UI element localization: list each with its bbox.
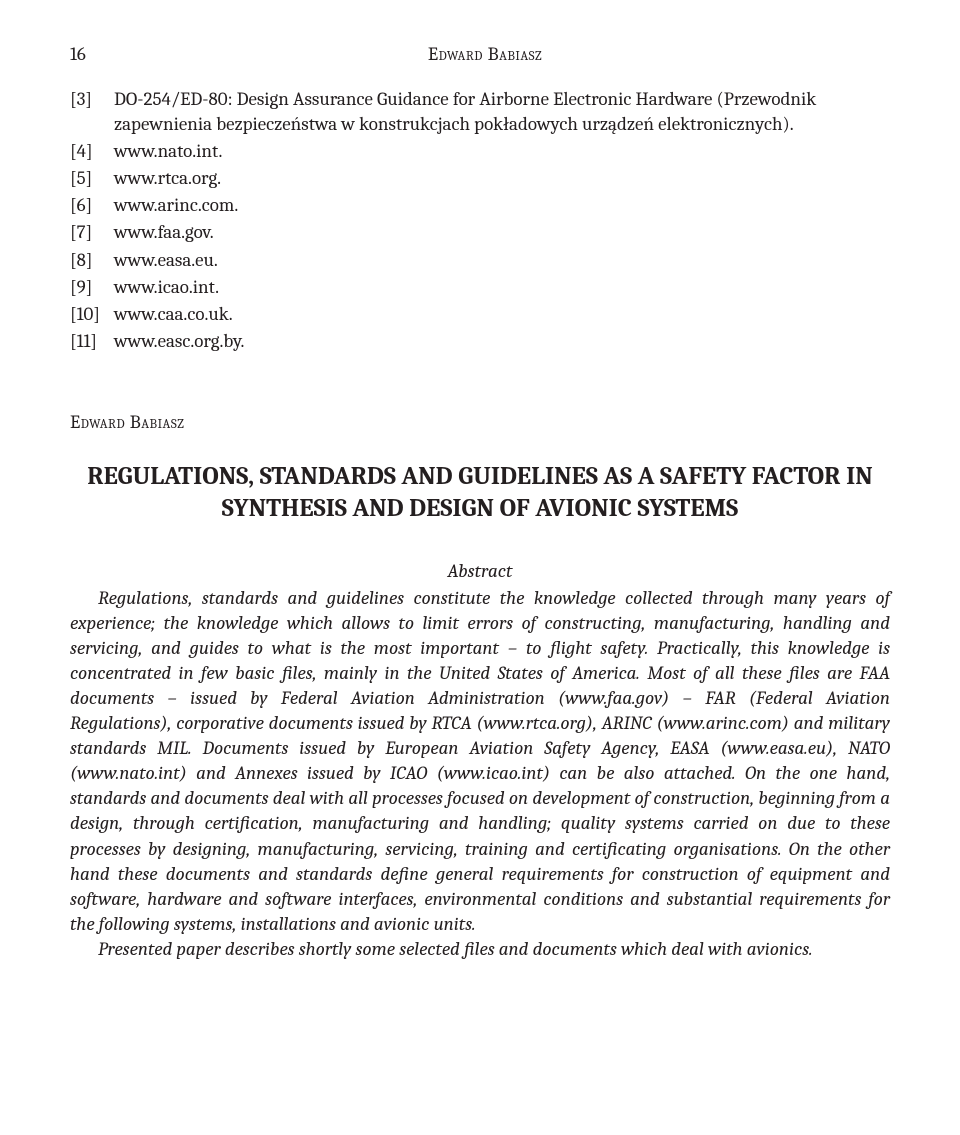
reference-number: [11] [70, 329, 114, 354]
reference-item: [7] www.faa.gov. [70, 220, 890, 245]
reference-text: www.caa.co.uk. [114, 302, 233, 327]
reference-number: [3] [70, 87, 114, 137]
reference-item: [11] www.easc.org.by. [70, 329, 890, 354]
reference-number: [6] [70, 193, 114, 218]
reference-number: [9] [70, 275, 114, 300]
reference-item: [9] www.icao.int. [70, 275, 890, 300]
reference-text: www.icao.int. [114, 275, 219, 300]
reference-item: [4] www.nato.int. [70, 139, 890, 164]
reference-number: [4] [70, 139, 114, 164]
reference-list: [3] DO-254/ED-80: Design Assurance Guida… [70, 87, 890, 354]
page: 16 Edward Babiasz [3] DO-254/ED-80: Desi… [0, 0, 960, 1135]
article-title: REGULATIONS, STANDARDS AND GUIDELINES AS… [70, 461, 890, 525]
reference-text: www.faa.gov. [114, 220, 214, 245]
section-author: Edward Babiasz [70, 410, 890, 435]
header-author: Edward Babiasz [80, 42, 890, 67]
reference-number: [10] [70, 302, 114, 327]
reference-text: DO-254/ED-80: Design Assurance Guidance … [114, 87, 890, 137]
reference-number: [7] [70, 220, 114, 245]
reference-text: www.easa.eu. [114, 248, 218, 273]
reference-item: [10] www.caa.co.uk. [70, 302, 890, 327]
reference-item: [6] www.arinc.com. [70, 193, 890, 218]
reference-item: [5] www.rtca.org. [70, 166, 890, 191]
reference-number: [8] [70, 248, 114, 273]
reference-text: www.rtca.org. [114, 166, 221, 191]
abstract-paragraph: Regulations, standards and guidelines co… [70, 586, 890, 937]
reference-text: www.arinc.com. [114, 193, 238, 218]
reference-item: [8] www.easa.eu. [70, 248, 890, 273]
abstract-paragraph: Presented paper describes shortly some s… [70, 937, 890, 962]
reference-text: www.nato.int. [114, 139, 222, 164]
reference-number: [5] [70, 166, 114, 191]
abstract-label: Abstract [70, 559, 890, 584]
reference-text: www.easc.org.by. [114, 329, 244, 354]
reference-item: [3] DO-254/ED-80: Design Assurance Guida… [70, 87, 890, 137]
running-header: 16 Edward Babiasz [70, 42, 890, 67]
